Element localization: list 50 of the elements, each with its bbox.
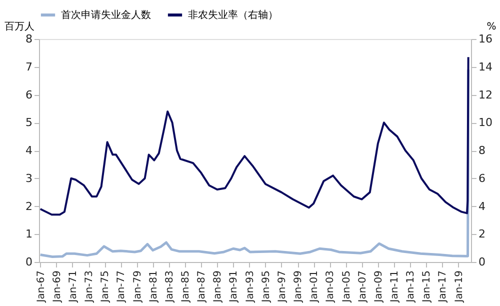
y-tick-label: 4 — [26, 144, 32, 157]
y-axis-title: 百万人 — [4, 22, 34, 32]
x-tick-label: Jan-03 — [325, 270, 336, 304]
y2-tick-label: 8 — [478, 144, 486, 157]
x-tick-label: Jan-01 — [309, 270, 320, 304]
x-tick-label: Jan-67 — [36, 270, 47, 304]
x-tick-label: Jan-81 — [148, 270, 160, 304]
x-tick-label: Jan-87 — [196, 270, 208, 304]
y-tick-label: 5 — [26, 116, 32, 130]
x-tick-label: Jan-79 — [132, 270, 144, 304]
y-tick-label: 8 — [26, 32, 32, 46]
y-tick-label: 6 — [26, 88, 32, 102]
x-tick-label: Jan-05 — [341, 270, 352, 304]
x-tick-label: Jan-89 — [212, 270, 224, 304]
x-tick-label: Jan-71 — [68, 270, 79, 304]
x-tick-label: Jan-69 — [52, 270, 63, 304]
x-tick-label: Jan-15 — [422, 270, 433, 304]
x-tick-label: Jan-17 — [438, 270, 449, 304]
x-tick-label: Jan-83 — [164, 270, 176, 304]
y2-tick-label: 12 — [478, 88, 492, 102]
x-tick-label: Jan-07 — [357, 270, 368, 304]
y2-tick-label: 14 — [478, 60, 492, 74]
x-tick-label: Jan-19 — [454, 270, 465, 304]
x-tick-label: Jan-13 — [406, 270, 417, 304]
x-tick-label: Jan-75 — [100, 270, 112, 304]
y2-tick-label: 16 — [478, 32, 492, 46]
y2-tick-label: 6 — [478, 172, 486, 185]
y2-tick-label: 4 — [478, 200, 486, 213]
x-tick-label: Jan-85 — [180, 270, 192, 304]
x-tick-label: Jan-93 — [244, 270, 256, 304]
x-tick-label: Jan-11 — [389, 270, 400, 304]
y-tick-label: 1 — [26, 228, 32, 241]
y2-tick-label: 2 — [478, 228, 486, 241]
line-series — [39, 56, 470, 216]
legend-label: 非农失业率（右轴） — [188, 9, 278, 21]
x-tick-label: Jan-77 — [116, 270, 128, 304]
y2-tick-label: 0 — [478, 256, 486, 268]
y-tick-label: 2 — [26, 200, 32, 213]
y-tick-label: 7 — [26, 60, 32, 74]
x-tick-label: Jan-97 — [276, 270, 288, 304]
x-tick-label: Jan-91 — [228, 270, 240, 304]
x-tick-label: Jan-95 — [260, 270, 272, 304]
y-tick-label: 0 — [26, 256, 32, 268]
legend-label: 首次申请失业金人数 — [61, 9, 151, 21]
y2-axis-title: % — [486, 22, 496, 32]
y-tick-label: 3 — [26, 172, 32, 185]
x-tick-label: Jan-99 — [293, 270, 304, 304]
y2-tick-label: 10 — [478, 116, 492, 130]
x-tick-label: Jan-09 — [373, 270, 384, 304]
x-tick-label: Jan-73 — [84, 270, 96, 304]
